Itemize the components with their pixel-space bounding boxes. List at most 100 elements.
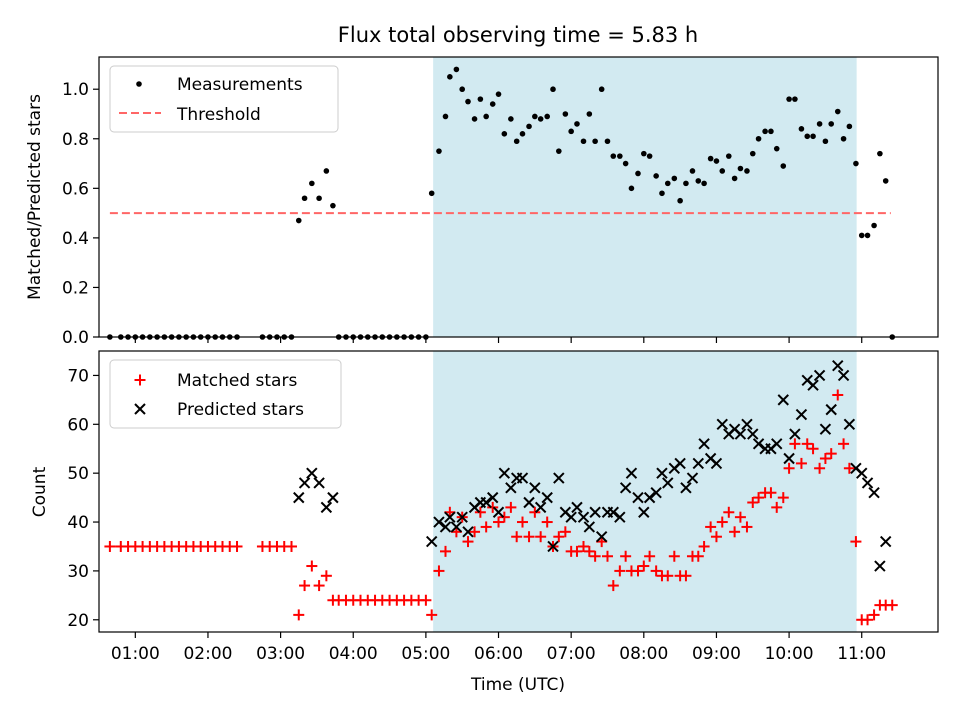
- matched-star-point: [632, 565, 644, 577]
- y-tick-label: 70: [67, 366, 89, 386]
- y-tick-label: 0.8: [62, 130, 89, 150]
- bottom-axes-frame: [98, 350, 939, 633]
- x-axis-label: Time (UTC): [470, 675, 565, 695]
- predicted-star-point: [662, 477, 674, 489]
- predicted-star-point: [868, 487, 880, 499]
- measurement-point: [532, 113, 538, 120]
- matched-star-point: [541, 516, 553, 528]
- predicted-star-point: [837, 369, 850, 382]
- matched-star-point: [529, 506, 541, 518]
- measurement-point: [562, 111, 569, 117]
- bottom-x-ticks: 01:00 02:00 03:00 04:00 05:00 06:00 07:00 08:00…: [111, 632, 886, 664]
- matched-star-point: [299, 580, 311, 592]
- matched-star-point: [843, 462, 855, 474]
- bottom-y-ticks: 20 30 40 50 60 70: [67, 366, 99, 631]
- predicted-star-point: [686, 472, 699, 484]
- measurement-point: [598, 86, 605, 93]
- matched-star-point: [589, 550, 601, 562]
- x-tick-label: 03:00: [256, 644, 305, 664]
- measurement-point: [653, 173, 659, 179]
- predicted-star-point: [734, 428, 747, 440]
- predicted-star-point: [771, 438, 783, 450]
- matched-star-point: [571, 545, 583, 557]
- matched-star-point: [523, 531, 535, 543]
- matched-star-point: [420, 594, 432, 606]
- matched-star-point: [480, 521, 492, 533]
- bottom-y-axis-label: Count: [30, 466, 50, 517]
- measurement-point: [526, 123, 532, 130]
- top-panel: 0.0 0.2 0.4 0.6 0.8 1.0 Matched/Predicted sta…: [25, 56, 939, 348]
- measurement-point: [574, 121, 580, 127]
- predicted-star-point: [589, 506, 601, 518]
- predicted-star-point: [523, 496, 535, 509]
- matched-star-point: [638, 560, 650, 572]
- legend-predicted-marker: [134, 403, 146, 415]
- measurement-point: [501, 131, 508, 137]
- predicted-star-point: [547, 540, 559, 553]
- matched-star-point: [433, 565, 445, 577]
- measurement-point: [442, 113, 449, 120]
- predicted-star-point: [825, 403, 837, 416]
- matched-star-point: [710, 531, 722, 543]
- measurements-points: [107, 66, 896, 340]
- measurement-point: [544, 113, 550, 120]
- predicted-star-point: [456, 511, 468, 523]
- legend-threshold-label: Threshold: [176, 105, 261, 125]
- matched-star-point: [601, 550, 613, 562]
- measurement-point: [725, 153, 732, 159]
- predicted-star-point: [832, 359, 844, 372]
- measurement-point: [586, 111, 593, 117]
- measurement-point: [755, 135, 762, 142]
- matched-star-point: [474, 506, 486, 518]
- predicted-star-point: [650, 487, 662, 499]
- predicted-star-point: [313, 477, 325, 489]
- measurement-point: [731, 175, 738, 182]
- measurement-point: [864, 232, 871, 239]
- matched-star-point: [832, 389, 844, 401]
- matched-star-point: [777, 492, 789, 504]
- measurement-point: [646, 153, 653, 159]
- top-axes-frame: [98, 56, 939, 338]
- matched-star-point: [614, 565, 626, 577]
- measurement-point: [459, 86, 466, 93]
- x-tick-label: 11:00: [837, 644, 886, 664]
- measurement-point: [846, 123, 853, 130]
- measurement-point: [483, 113, 489, 120]
- measurement-point: [810, 133, 816, 140]
- predicted-star-point: [674, 457, 686, 470]
- measurement-point: [707, 155, 714, 162]
- matched-star-point: [850, 536, 862, 548]
- matched-star-point: [723, 506, 735, 518]
- predicted-star-point: [571, 501, 583, 514]
- measurement-point: [641, 150, 647, 157]
- measurement-point: [568, 128, 574, 135]
- measurement-point: [798, 126, 805, 132]
- matched-star-point: [650, 565, 662, 577]
- predicted-star-point: [516, 472, 529, 484]
- top-y-ticks: 0.0 0.2 0.4 0.6 0.8 1.0: [62, 80, 99, 348]
- y-tick-label: 60: [67, 415, 89, 435]
- matched-star-point: [285, 540, 297, 552]
- predicted-star-point: [425, 535, 438, 548]
- measurement-point: [853, 160, 859, 167]
- measurement-point: [604, 138, 611, 145]
- predicted-star-point: [874, 560, 886, 572]
- matched-star-point: [578, 540, 590, 552]
- matched-star-point: [505, 501, 517, 513]
- measurement-point: [744, 168, 750, 174]
- predicted-star-point: [856, 467, 868, 479]
- measurement-point: [592, 138, 598, 145]
- predicted-star-point: [450, 521, 463, 533]
- matched-star-point: [668, 550, 680, 562]
- measurement-point: [713, 158, 720, 164]
- predicted-star-point: [492, 506, 505, 518]
- predicted-star-point: [680, 482, 692, 494]
- x-tick-label: 08:00: [619, 644, 668, 664]
- matched-star-point: [306, 560, 318, 572]
- matched-star-point: [680, 570, 692, 582]
- y-tick-label: 0.2: [62, 278, 89, 298]
- measurement-point: [877, 150, 883, 157]
- matched-star-point: [716, 516, 728, 528]
- top-x-ticks: [134, 337, 863, 343]
- predicted-star-point: [747, 428, 759, 440]
